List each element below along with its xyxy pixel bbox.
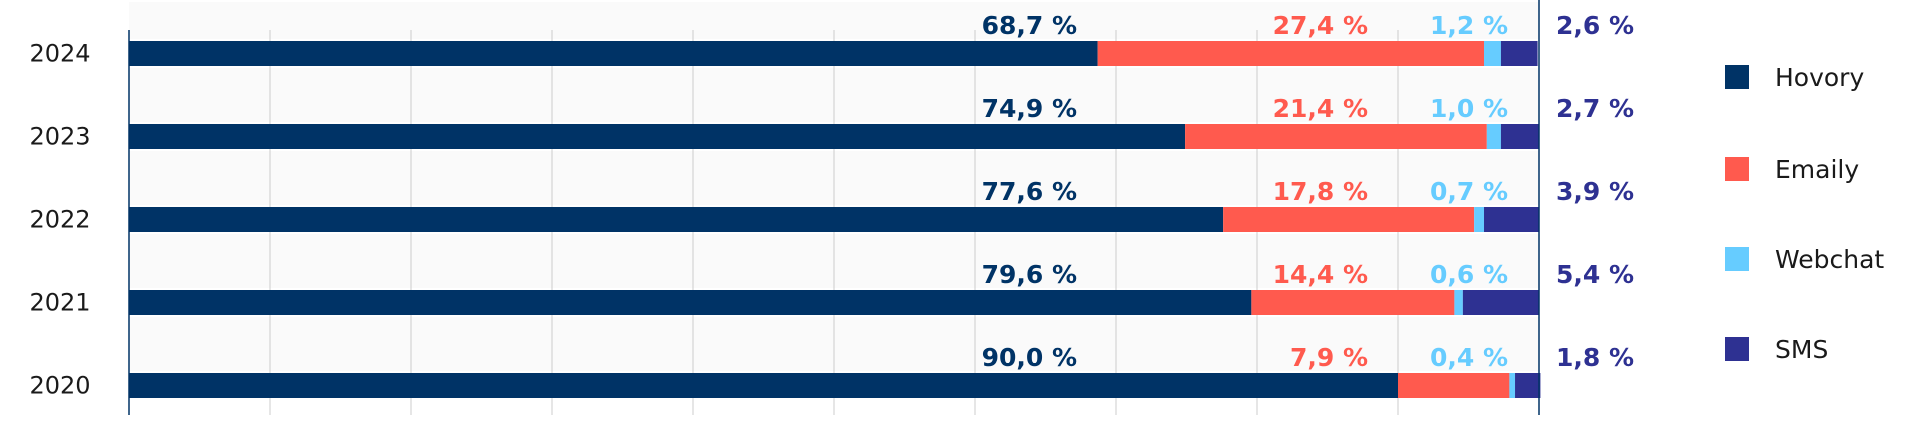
legend: Hovory Emaily Webchat SMS [1725, 63, 1884, 364]
bar-sms-2021 [1462, 290, 1539, 315]
bar-webchat-2020 [1509, 373, 1516, 398]
bar-webchat-2022 [1474, 207, 1485, 232]
bar-emaily-2022 [1223, 207, 1475, 232]
value-label-hovory-2023: 74,9 % [982, 94, 1077, 123]
bar-webchat-2021 [1454, 290, 1463, 315]
value-label-emaily-2023: 21,4 % [1273, 94, 1368, 123]
legend-label-webchat: Webchat [1775, 245, 1884, 274]
value-label-sms-2022: 3,9 % [1556, 177, 1634, 206]
bar-webchat-2023 [1486, 124, 1501, 149]
value-label-sms-2024: 2,6 % [1556, 11, 1634, 40]
legend-label-hovory: Hovory [1775, 63, 1864, 92]
value-label-emaily-2024: 27,4 % [1273, 11, 1368, 40]
value-labels: 68,7 % 27,4 % 1,2 % 2,6 % 74,9 % 21,4 % 1,0 % 2… [982, 11, 1634, 372]
value-label-webchat-2021: 0,6 % [1430, 260, 1508, 289]
category-label-2020: 2020 [29, 372, 90, 400]
value-label-hovory-2020: 90,0 % [982, 343, 1077, 372]
bar-emaily-2023 [1185, 124, 1487, 149]
category-labels: 2024 2023 2022 2021 2020 [29, 40, 90, 400]
bar-sms-2024 [1500, 41, 1538, 66]
legend-swatch-webchat [1725, 247, 1749, 271]
legend-label-emaily: Emaily [1775, 155, 1859, 184]
legend-swatch-emaily [1725, 157, 1749, 181]
value-label-emaily-2022: 17,8 % [1273, 177, 1368, 206]
bar-hovory-2023 [129, 124, 1186, 149]
value-label-emaily-2020: 7,9 % [1290, 343, 1368, 372]
bars [129, 41, 1541, 398]
value-label-sms-2020: 1,8 % [1556, 343, 1634, 372]
value-label-hovory-2024: 68,7 % [982, 11, 1077, 40]
bar-sms-2020 [1515, 373, 1541, 398]
category-label-2022: 2022 [29, 206, 90, 234]
category-label-2021: 2021 [29, 289, 90, 317]
bar-hovory-2022 [129, 207, 1224, 232]
value-label-hovory-2022: 77,6 % [982, 177, 1077, 206]
bar-sms-2022 [1484, 207, 1539, 232]
value-label-webchat-2020: 0,4 % [1430, 343, 1508, 372]
value-label-webchat-2024: 1,2 % [1430, 11, 1508, 40]
legend-swatch-sms [1725, 337, 1749, 361]
value-label-webchat-2022: 0,7 % [1430, 177, 1508, 206]
bar-sms-2023 [1500, 124, 1539, 149]
bar-emaily-2024 [1097, 41, 1485, 66]
bar-hovory-2024 [129, 41, 1098, 66]
value-label-hovory-2021: 79,6 % [982, 260, 1077, 289]
axes [128, 0, 1540, 415]
value-label-sms-2021: 5,4 % [1556, 260, 1634, 289]
category-label-2024: 2024 [29, 40, 90, 68]
bar-emaily-2021 [1251, 290, 1455, 315]
value-label-webchat-2023: 1,0 % [1430, 94, 1508, 123]
legend-swatch-hovory [1725, 65, 1749, 89]
bar-emaily-2020 [1398, 373, 1510, 398]
legend-label-sms: SMS [1775, 335, 1828, 364]
bar-webchat-2024 [1484, 41, 1501, 66]
bar-hovory-2020 [129, 373, 1398, 398]
category-label-2023: 2023 [29, 123, 90, 151]
bar-hovory-2021 [129, 290, 1252, 315]
value-label-sms-2023: 2,7 % [1556, 94, 1634, 123]
value-label-emaily-2021: 14,4 % [1273, 260, 1368, 289]
